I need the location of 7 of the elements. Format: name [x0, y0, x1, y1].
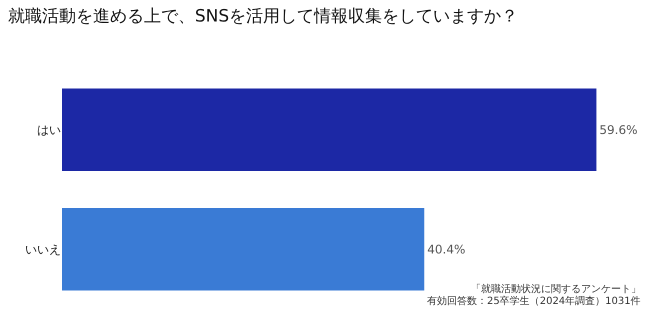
data-label: 59.6% [599, 122, 638, 137]
annotation: 「就職活動状況に関するアンケート」 [471, 283, 641, 295]
data-label: 40.4% [427, 242, 466, 256]
y-tick-label: はい [37, 122, 61, 137]
chart-title: 就職活動を進める上で、SNSを活用して情報収集をしていますか？ [8, 6, 518, 26]
y-tick-label: いいえ [25, 242, 61, 256]
annotation: 有効回答数：25卒学生（2024年調査）1031件 [427, 295, 641, 307]
